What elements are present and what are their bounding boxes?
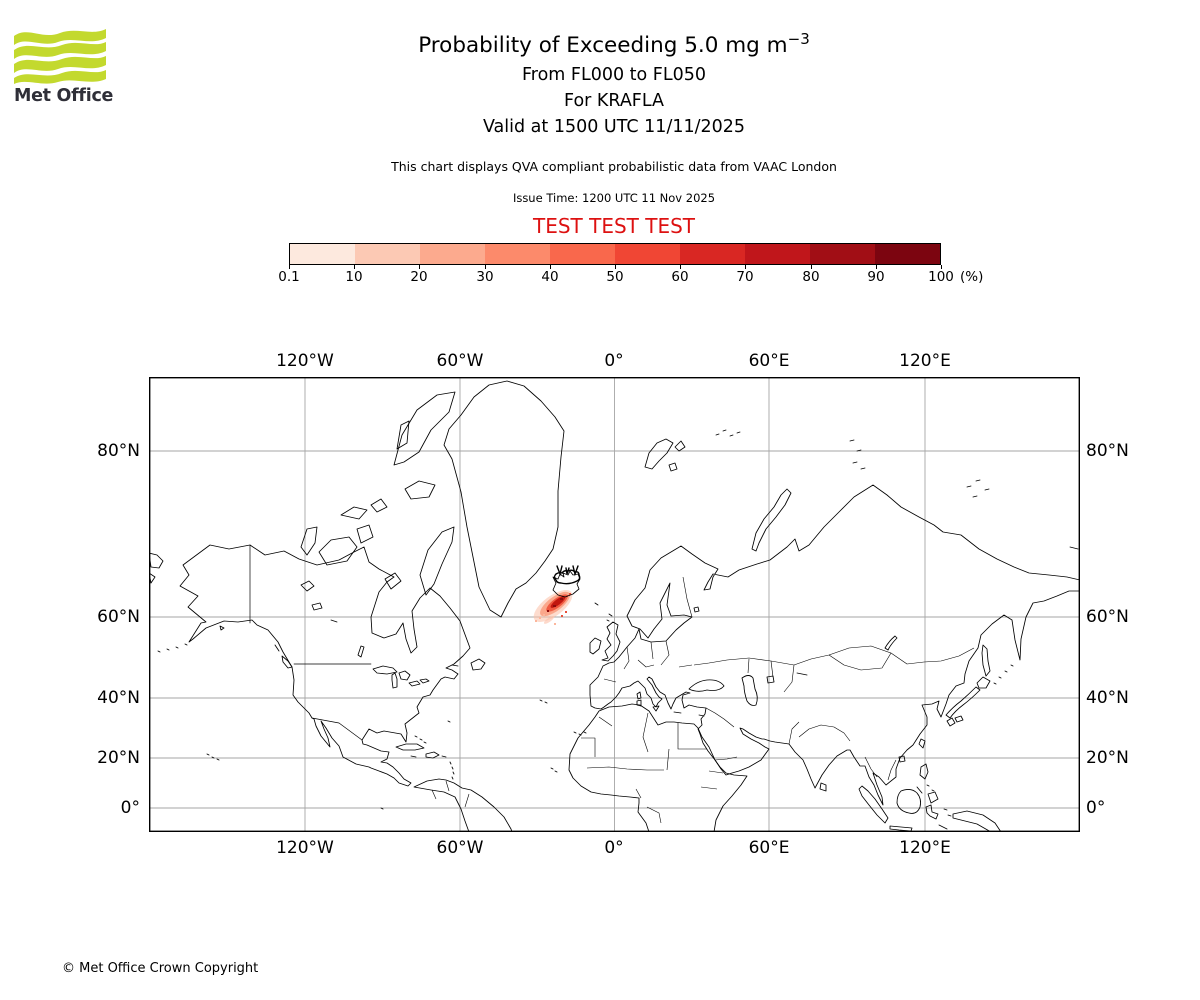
ash-plume [533, 590, 573, 625]
country-borders [431, 576, 975, 824]
colorbar-tick-label: 10 [345, 269, 363, 285]
lon-label-top: 60°W [436, 351, 484, 371]
colorbar-tick [615, 265, 616, 269]
subtitle-volcano: For KRAFLA [564, 91, 664, 111]
colorbar-unit: (%) [960, 269, 984, 285]
lat-label-right: 20°N [1086, 748, 1129, 768]
lat-label-left: 80°N [97, 441, 140, 461]
colorbar-segment [550, 244, 615, 264]
colorbar-tick [876, 265, 877, 269]
lat-label-left: 40°N [97, 688, 140, 708]
lat-label-right: 0° [1086, 798, 1106, 818]
colorbar-segment [875, 244, 940, 264]
colorbar-tick-label: 70 [736, 269, 754, 285]
colorbar-tick-label: 100 [928, 269, 954, 285]
met-office-logo [14, 26, 124, 88]
colorbar-tick-label: 0.1 [278, 269, 300, 285]
met-office-wordmark: Met Office [14, 86, 114, 106]
lon-label-bottom: 120°W [276, 838, 334, 858]
lat-label-left: 20°N [97, 748, 140, 768]
lat-label-right: 80°N [1086, 441, 1129, 461]
title-exponent: −3 [787, 30, 810, 48]
colorbar-segment [745, 244, 810, 264]
colorbar-tick-label: 80 [802, 269, 820, 285]
chart-title: Probability of Exceeding 5.0 mg m−3 [418, 30, 810, 59]
colorbar-tick-label: 50 [606, 269, 624, 285]
colorbar-tick [419, 265, 420, 269]
test-banner: TEST TEST TEST [532, 214, 695, 238]
lon-label-top: 120°W [276, 351, 334, 371]
colorbar-segment [810, 244, 875, 264]
colorbar-segment [355, 244, 420, 264]
lat-label-left: 0° [120, 798, 140, 818]
colorbar-tick-label: 20 [410, 269, 428, 285]
colorbar-tick-label: 60 [671, 269, 689, 285]
lon-label-top: 0° [604, 351, 624, 371]
colorbar-tick [289, 265, 290, 269]
copyright: © Met Office Crown Copyright [62, 961, 259, 976]
lon-label-top: 60°E [748, 351, 790, 371]
colorbar-tick-label: 40 [541, 269, 559, 285]
subtitle-valid-time: Valid at 1500 UTC 11/11/2025 [482, 117, 746, 137]
subtitle-flight-levels: From FL000 to FL050 [521, 65, 707, 85]
colorbar-tick [550, 265, 551, 269]
colorbar-segment [290, 244, 355, 264]
colorbar-tick-label: 90 [867, 269, 885, 285]
probability-colorbar [289, 243, 941, 265]
colorbar-segment [485, 244, 550, 264]
colorbar-segment [615, 244, 680, 264]
colorbar-tick [745, 265, 746, 269]
lat-label-left: 60°N [97, 607, 140, 627]
colorbar-tick [941, 265, 942, 269]
lon-label-bottom: 120°E [899, 838, 951, 858]
lat-label-right: 40°N [1086, 688, 1129, 708]
map-frame [149, 377, 1080, 832]
lat-label-right: 60°N [1086, 607, 1129, 627]
colorbar-tick [485, 265, 486, 269]
colorbar-tick [354, 265, 355, 269]
colorbar-tick [680, 265, 681, 269]
graticule [149, 377, 1080, 832]
lon-label-bottom: 60°E [748, 838, 790, 858]
coastlines [149, 380, 1080, 832]
lon-label-bottom: 60°W [436, 838, 484, 858]
colorbar-segment [680, 244, 745, 264]
colorbar-segment [420, 244, 485, 264]
colorbar-tick-label: 30 [476, 269, 494, 285]
qva-note: This chart displays QVA compliant probab… [391, 159, 837, 174]
lon-label-bottom: 0° [604, 838, 624, 858]
volcano-icon [553, 565, 581, 585]
issue-time: Issue Time: 1200 UTC 11 Nov 2025 [512, 191, 716, 205]
lon-label-top: 120°E [899, 351, 951, 371]
colorbar-tick [811, 265, 812, 269]
met-office-logo-waves [14, 29, 106, 84]
world-map [149, 377, 1080, 832]
